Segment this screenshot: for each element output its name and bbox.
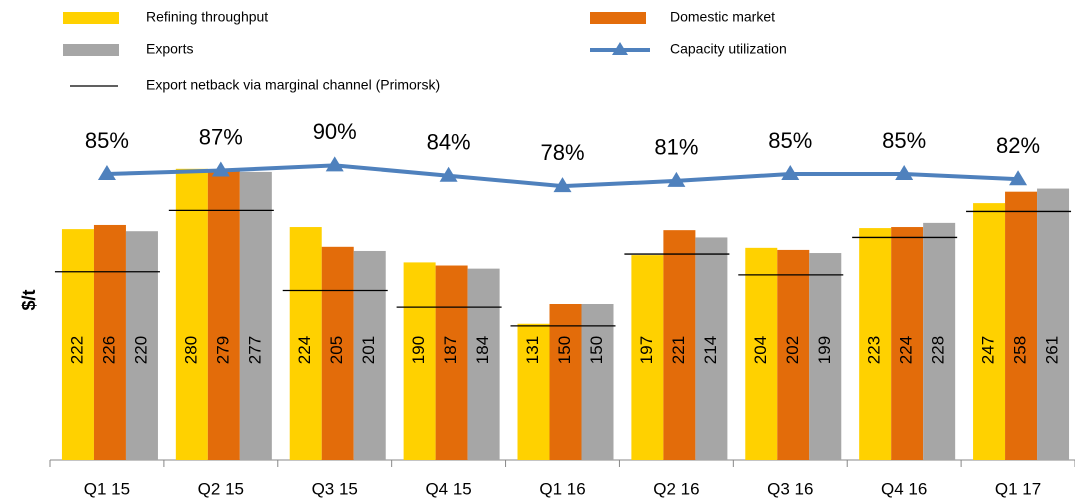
data-label: 131 xyxy=(523,336,542,364)
utilization-marker xyxy=(439,166,458,182)
bar xyxy=(631,255,664,460)
utilization-marker xyxy=(667,171,686,187)
data-label: 199 xyxy=(815,336,834,364)
utilization-marker xyxy=(1009,170,1028,186)
data-label: 187 xyxy=(441,336,460,364)
data-label: 226 xyxy=(99,336,118,364)
bar xyxy=(809,253,842,460)
legend-swatch xyxy=(590,12,646,24)
bar xyxy=(207,169,240,460)
utilization-label: 90% xyxy=(313,119,357,144)
data-label: 190 xyxy=(409,336,428,364)
utilization-label: 84% xyxy=(427,130,471,155)
bar xyxy=(923,222,956,460)
x-tick-label: Q1 17 xyxy=(995,479,1041,498)
bar xyxy=(581,304,614,460)
data-label: 220 xyxy=(131,336,150,364)
bar xyxy=(125,231,158,460)
bar xyxy=(663,230,696,460)
legend-label: Exports xyxy=(146,41,193,57)
data-label: 221 xyxy=(669,336,688,364)
data-label: 197 xyxy=(637,336,656,364)
legend-label: Export netback via marginal channel (Pri… xyxy=(146,77,440,93)
utilization-marker xyxy=(211,161,230,177)
data-label: 277 xyxy=(245,336,264,364)
utilization-label: 81% xyxy=(654,135,698,160)
data-label: 150 xyxy=(555,336,574,364)
bar xyxy=(175,168,208,461)
utilization-label: 85% xyxy=(882,128,926,153)
utilization-label: 87% xyxy=(199,124,243,149)
x-tick-label: Q4 15 xyxy=(425,479,471,498)
bar xyxy=(321,246,354,460)
data-label: 205 xyxy=(327,336,346,364)
utilization-marker xyxy=(97,165,116,180)
data-label: 222 xyxy=(67,336,86,364)
bar xyxy=(549,304,582,460)
utilization-marker xyxy=(325,156,344,172)
data-label: 223 xyxy=(865,336,884,364)
data-label: 258 xyxy=(1011,336,1030,364)
utilization-label: 85% xyxy=(768,128,812,153)
legend-label: Capacity utilization xyxy=(670,41,787,57)
x-tick-label: Q3 15 xyxy=(312,479,358,498)
bar xyxy=(1005,191,1038,460)
x-tick-label: Q2 16 xyxy=(653,479,699,498)
utilization-marker xyxy=(781,165,800,180)
data-label: 224 xyxy=(897,336,916,364)
legend-swatch xyxy=(63,12,119,24)
legend-label: Refining throughput xyxy=(146,9,268,25)
utilization-marker xyxy=(553,177,572,193)
bar xyxy=(467,268,500,460)
x-tick-label: Q3 16 xyxy=(767,479,813,498)
x-tick-label: Q1 15 xyxy=(84,479,130,498)
bar xyxy=(695,237,728,460)
bar xyxy=(891,227,924,460)
data-label: 202 xyxy=(783,336,802,364)
data-label: 204 xyxy=(751,336,770,364)
bar xyxy=(517,323,550,460)
x-tick-label: Q2 15 xyxy=(198,479,244,498)
data-label: 150 xyxy=(587,336,606,364)
data-label: 280 xyxy=(181,336,200,364)
data-label: 261 xyxy=(1043,336,1062,364)
bar xyxy=(403,262,436,460)
bar xyxy=(973,203,1006,460)
data-label: 228 xyxy=(929,336,948,364)
utilization-marker xyxy=(895,165,914,180)
legend-swatch xyxy=(63,44,119,56)
bar xyxy=(61,229,94,460)
legend-marker xyxy=(612,42,628,55)
bar xyxy=(1037,188,1070,460)
utilization-label: 82% xyxy=(996,133,1040,158)
bar xyxy=(289,227,322,460)
x-tick-label: Q1 16 xyxy=(539,479,585,498)
x-tick-label: Q4 16 xyxy=(881,479,927,498)
data-label: 201 xyxy=(359,336,378,364)
bar xyxy=(353,250,386,460)
bar xyxy=(859,228,892,460)
data-label: 214 xyxy=(701,336,720,364)
utilization-label: 78% xyxy=(540,140,584,165)
bar xyxy=(93,224,126,460)
utilization-label: 85% xyxy=(85,128,129,153)
bar xyxy=(435,265,468,460)
bar xyxy=(745,247,778,460)
y-axis-label: $/t xyxy=(19,289,39,310)
data-label: 184 xyxy=(473,336,492,364)
bar xyxy=(239,171,272,461)
bar xyxy=(777,249,810,460)
legend-label: Domestic market xyxy=(670,9,775,25)
data-label: 224 xyxy=(295,336,314,364)
data-label: 247 xyxy=(979,336,998,364)
data-label: 279 xyxy=(213,336,232,364)
